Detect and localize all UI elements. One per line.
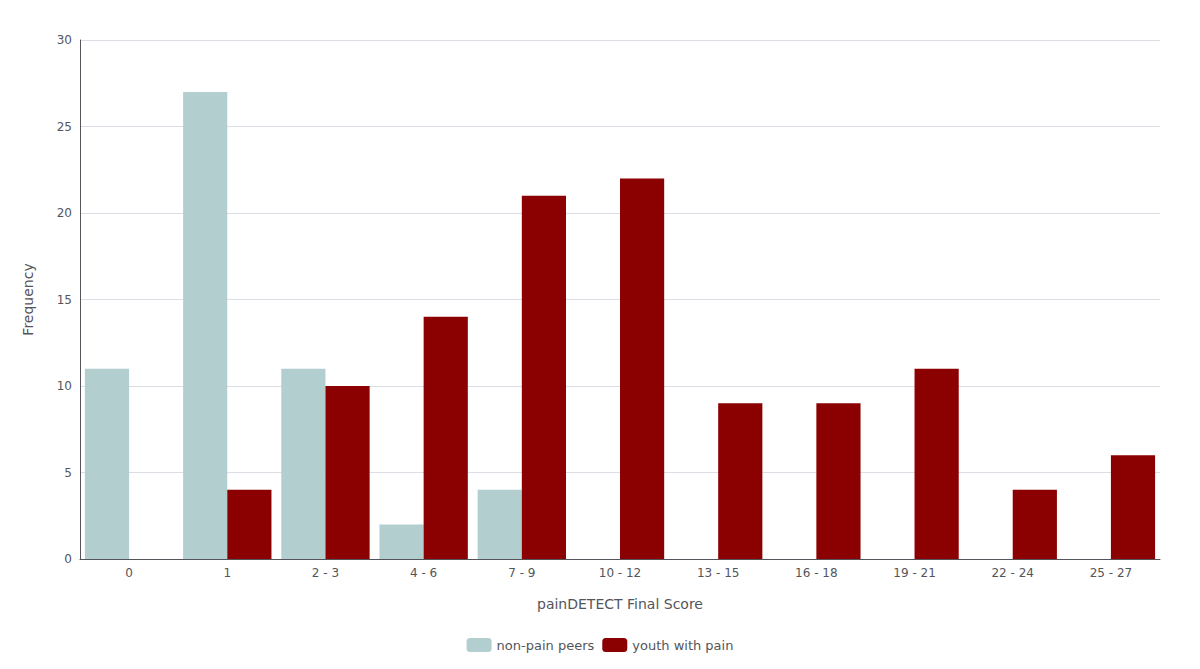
- svg-text:painDETECT Final Score: painDETECT Final Score: [537, 596, 703, 612]
- svg-text:10: 10: [57, 379, 72, 393]
- svg-text:1: 1: [223, 566, 231, 580]
- svg-text:0: 0: [64, 552, 72, 566]
- svg-text:5: 5: [64, 466, 72, 480]
- svg-text:19 - 21: 19 - 21: [893, 566, 936, 580]
- svg-text:0: 0: [125, 566, 133, 580]
- svg-text:15: 15: [57, 293, 72, 307]
- svg-text:22 - 24: 22 - 24: [991, 566, 1034, 580]
- svg-text:non-pain peers: non-pain peers: [497, 638, 595, 653]
- svg-text:10 - 12: 10 - 12: [599, 566, 642, 580]
- svg-text:2 - 3: 2 - 3: [312, 566, 339, 580]
- svg-text:25 - 27: 25 - 27: [1090, 566, 1133, 580]
- svg-text:7 - 9: 7 - 9: [508, 566, 535, 580]
- svg-text:30: 30: [57, 33, 72, 47]
- svg-text:Frequency: Frequency: [20, 263, 36, 335]
- svg-text:13 - 15: 13 - 15: [697, 566, 740, 580]
- svg-text:25: 25: [57, 120, 72, 134]
- svg-text:4 - 6: 4 - 6: [410, 566, 437, 580]
- svg-text:16 - 18: 16 - 18: [795, 566, 838, 580]
- svg-text:20: 20: [57, 206, 72, 220]
- svg-text:youth with pain: youth with pain: [632, 638, 733, 653]
